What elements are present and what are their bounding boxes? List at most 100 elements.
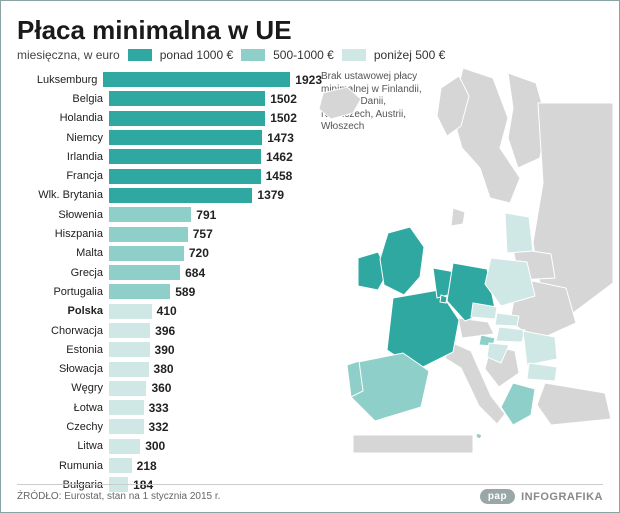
bar-label: Francja xyxy=(17,170,109,182)
bar-row: Hiszpania 757 xyxy=(17,224,322,243)
bar-label: Chorwacja xyxy=(17,325,109,337)
infographic-frame: Płaca minimalna w UE miesięczna, w euro … xyxy=(0,0,620,513)
source-text: ŹRÓDŁO: Eurostat, stan na 1 stycznia 201… xyxy=(17,491,220,502)
bar-value: 589 xyxy=(170,285,195,299)
bar-value: 396 xyxy=(150,324,175,338)
bar-label: Belgia xyxy=(17,93,109,105)
bar xyxy=(109,362,149,377)
bar xyxy=(109,111,265,126)
bar-value: 1462 xyxy=(261,150,293,164)
bar xyxy=(109,169,261,184)
bar-row: Malta 720 xyxy=(17,244,322,263)
brand-label: INFOGRAFIKA xyxy=(521,491,603,503)
bar-row: Luksemburg1923 xyxy=(17,70,322,89)
map-russia xyxy=(533,103,613,313)
bar-row: Rumunia218 xyxy=(17,456,322,475)
bar-label: Polska xyxy=(17,305,109,317)
bar-chart: Luksemburg1923 Belgia 1502 Holandia 1502 Niem… xyxy=(17,70,322,495)
bar-label: Grecja xyxy=(17,267,109,279)
bar xyxy=(109,419,144,434)
bar-value: 684 xyxy=(180,266,205,280)
bar-value: 1458 xyxy=(261,169,293,183)
bar xyxy=(109,458,132,473)
bar-label: Wlk. Brytania xyxy=(17,189,109,201)
bar-row: Belgia 1502 xyxy=(17,89,322,108)
bar xyxy=(109,246,184,261)
bar-row: Litwa 300 xyxy=(17,437,322,456)
bar xyxy=(109,227,188,242)
bar-row: Holandia 1502 xyxy=(17,109,322,128)
legend: miesięczna, w euro ponad 1000 € 500-1000… xyxy=(17,48,603,62)
bar-value: 300 xyxy=(140,439,165,453)
map-austria xyxy=(458,318,494,338)
map-turkey xyxy=(537,383,611,425)
bar xyxy=(109,265,180,280)
bar-row: Łotwa333 xyxy=(17,398,322,417)
bar-row: Polska 410 xyxy=(17,302,322,321)
map-luxembourg xyxy=(440,295,447,303)
legend-label-low: poniżej 500 € xyxy=(374,48,445,62)
subtitle: miesięczna, w euro xyxy=(17,48,120,62)
map-uk xyxy=(380,227,424,295)
bar-row: Irlandia 1462 xyxy=(17,147,322,166)
bar-label: Słowacja xyxy=(17,363,109,375)
bar-row: Portugalia 589 xyxy=(17,282,322,301)
map-romania xyxy=(523,331,557,365)
bar-label: Hiszpania xyxy=(17,228,109,240)
bar-value: 1502 xyxy=(265,111,297,125)
footer: ŹRÓDŁO: Eurostat, stan na 1 stycznia 201… xyxy=(17,484,603,504)
brand: pap INFOGRAFIKA xyxy=(480,489,603,504)
bar xyxy=(109,91,265,106)
bar xyxy=(109,304,152,319)
bar-label: Luksemburg xyxy=(17,74,103,86)
page-title: Płaca minimalna w UE xyxy=(17,15,603,46)
bar-label: Portugalia xyxy=(17,286,109,298)
bar-value: 791 xyxy=(191,208,216,222)
bar xyxy=(109,284,170,299)
bar-value: 757 xyxy=(188,227,213,241)
bar-value: 410 xyxy=(152,304,177,318)
map-north-africa xyxy=(353,435,473,453)
bar-label: Holandia xyxy=(17,112,109,124)
legend-label-mid: 500-1000 € xyxy=(273,48,334,62)
bar-label: Słowenia xyxy=(17,209,109,221)
bar-row: Estonia 390 xyxy=(17,340,322,359)
bar xyxy=(109,188,252,203)
map-bulgaria xyxy=(527,363,557,381)
legend-swatch-high xyxy=(128,49,152,61)
bar xyxy=(109,381,146,396)
bar-row: Słowacja380 xyxy=(17,359,322,378)
bar-value: 332 xyxy=(144,420,169,434)
map-denmark xyxy=(451,208,465,226)
legend-label-high: ponad 1000 € xyxy=(160,48,233,62)
bar-label: Węgry xyxy=(17,382,109,394)
bar xyxy=(109,439,140,454)
legend-swatch-mid xyxy=(241,49,265,61)
bar-row: Grecja 684 xyxy=(17,263,322,282)
bar-row: Chorwacja 396 xyxy=(17,321,322,340)
bar xyxy=(109,323,150,338)
bar xyxy=(109,130,262,145)
bar-value: 1502 xyxy=(265,92,297,106)
bar-label: Estonia xyxy=(17,344,109,356)
bar-value: 360 xyxy=(146,381,171,395)
bar-row: Wlk. Brytania1379 xyxy=(17,186,322,205)
bar-value: 720 xyxy=(184,246,209,260)
bar-row: Francja 1458 xyxy=(17,166,322,185)
bar-label: Malta xyxy=(17,247,109,259)
bar xyxy=(109,149,261,164)
bar-value: 1473 xyxy=(262,131,294,145)
bar-label: Łotwa xyxy=(17,402,109,414)
bar-label: Czechy xyxy=(17,421,109,433)
bar-row: Niemcy 1473 xyxy=(17,128,322,147)
map-baltics xyxy=(505,213,533,253)
bar xyxy=(109,400,144,415)
bar-label: Niemcy xyxy=(17,132,109,144)
bar-label: Irlandia xyxy=(17,151,109,163)
bar-label: Litwa xyxy=(17,440,109,452)
bar-row: Słowenia 791 xyxy=(17,205,322,224)
bar xyxy=(109,342,150,357)
map-hungary xyxy=(496,327,525,342)
bar-value: 218 xyxy=(132,459,157,473)
bar-value: 390 xyxy=(150,343,175,357)
